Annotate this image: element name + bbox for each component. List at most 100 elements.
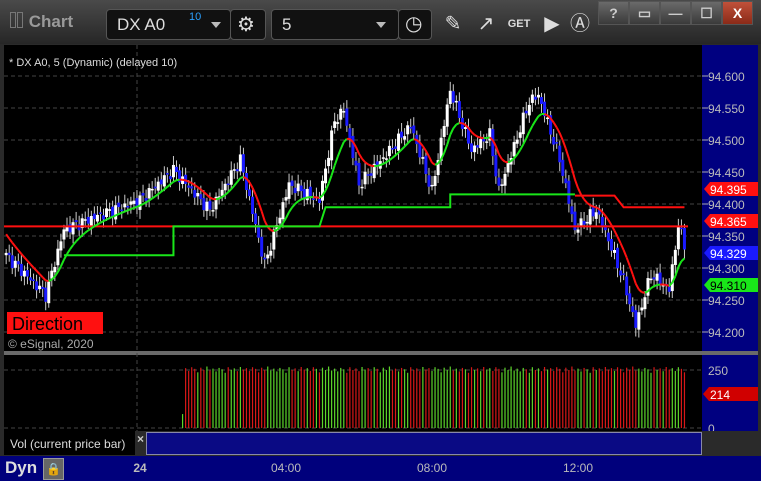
- time-tick-label: 04:00: [270, 461, 302, 475]
- time-axis[interactable]: Dyn 🔒 24 04:00 08:00 12:00: [0, 456, 761, 481]
- play-icon[interactable]: ▶: [544, 13, 560, 35]
- candle: [260, 236, 264, 257]
- volume-study-label[interactable]: Vol (current price bar): [4, 431, 135, 455]
- price-tick-label: 94.350: [708, 230, 745, 244]
- price-label-flag: [704, 182, 758, 196]
- pencil-icon[interactable]: ✎: [444, 13, 462, 35]
- trend-line-segment: [227, 188, 232, 193]
- get-icon[interactable]: GET: [505, 10, 533, 38]
- trend-line-segment: [321, 190, 327, 196]
- panel-divider[interactable]: [4, 351, 758, 355]
- candle: [117, 202, 121, 208]
- candle: [375, 161, 379, 167]
- trend-line-segment: [60, 259, 65, 267]
- candle: [269, 250, 273, 256]
- trend-line-segment: [242, 176, 247, 180]
- trend-line-segment: [324, 183, 330, 191]
- candle: [421, 157, 425, 159]
- window-title: Chart: [28, 12, 74, 31]
- candle: [56, 248, 60, 266]
- clock-icon: ◷: [405, 13, 423, 35]
- candle: [147, 188, 151, 199]
- settings-button[interactable]: ⚙: [230, 9, 266, 40]
- trend-line-segment: [218, 196, 223, 200]
- candle: [296, 183, 300, 192]
- candle: [552, 136, 556, 145]
- candle: [439, 137, 443, 161]
- alert-icon[interactable]: Ⓐ: [570, 13, 590, 35]
- candle: [29, 277, 32, 281]
- study-icon[interactable]: ↗: [477, 13, 495, 35]
- price-label: 94.329: [710, 247, 747, 261]
- restore-menu-button[interactable]: ▭: [629, 1, 660, 25]
- candle: [287, 182, 291, 199]
- candle: [406, 125, 410, 135]
- candle: [141, 192, 145, 196]
- candle: [272, 229, 276, 250]
- trend-line-segment: [619, 242, 625, 251]
- trend-line-segment: [197, 186, 202, 191]
- chevron-down-icon[interactable]: [376, 22, 386, 28]
- chevron-down-icon[interactable]: [211, 22, 221, 28]
- price-tick-label: 94.250: [708, 294, 745, 308]
- trend-line-segment: [90, 225, 95, 230]
- direction-label: Direction: [12, 314, 83, 334]
- green-step-line: [63, 193, 575, 257]
- candle: [47, 280, 51, 304]
- time-tick-label: 08:00: [416, 461, 448, 475]
- trend-line-segment: [583, 198, 588, 204]
- symbol-value: DX A0: [117, 15, 166, 34]
- candle: [311, 198, 315, 200]
- candle: [153, 186, 157, 189]
- minimize-button[interactable]: —: [660, 1, 691, 25]
- candle: [594, 212, 598, 219]
- trend-line-segment: [650, 285, 655, 290]
- trend-line-segment: [136, 204, 141, 208]
- candle: [89, 215, 93, 227]
- trend-line-segment: [93, 223, 98, 228]
- trend-line-segment: [555, 126, 561, 134]
- trend-line-segment: [513, 153, 518, 160]
- trend-line-segment: [166, 183, 172, 188]
- trend-line-segment: [388, 157, 394, 161]
- interval-input[interactable]: 5: [271, 9, 399, 40]
- candle: [400, 131, 404, 138]
- candle: [281, 202, 285, 220]
- trend-line-segment: [72, 240, 77, 246]
- help-button[interactable]: ?: [598, 1, 629, 25]
- candle: [199, 194, 203, 200]
- price-tick-label: 94.550: [708, 102, 745, 116]
- trend-line-segment: [574, 179, 579, 189]
- price-chart[interactable]: 94.60094.55094.50094.45094.40094.35094.3…: [0, 0, 761, 431]
- candle: [640, 307, 644, 311]
- candle: [168, 176, 172, 180]
- trend-line-segment: [35, 270, 41, 275]
- candle: [95, 214, 99, 222]
- trend-line-segment: [157, 190, 162, 195]
- lock-icon[interactable]: 🔒: [43, 458, 64, 480]
- candle: [512, 142, 516, 157]
- trend-line-segment: [394, 151, 400, 157]
- trend-line-segment: [379, 162, 384, 167]
- trend-line-segment: [257, 202, 263, 212]
- trend-line-segment: [11, 242, 17, 248]
- candle: [330, 130, 334, 161]
- close-button[interactable]: X: [722, 1, 753, 25]
- dynamic-mode-button[interactable]: Dyn: [5, 458, 38, 477]
- candle: [555, 142, 559, 144]
- candle: [470, 143, 474, 152]
- candle: [333, 121, 337, 128]
- trend-line-segment: [631, 274, 637, 285]
- time-button[interactable]: ◷: [398, 9, 432, 40]
- trend-line-segment: [81, 231, 86, 237]
- trend-line-segment: [318, 194, 324, 199]
- trend-line-segment: [20, 253, 26, 259]
- candle: [384, 158, 388, 160]
- maximize-button[interactable]: ☐: [691, 1, 722, 25]
- price-axis[interactable]: [702, 45, 758, 351]
- trend-line-segment: [428, 156, 433, 164]
- symbol-input[interactable]: DX A0 10: [106, 9, 231, 40]
- close-study-icon[interactable]: ×: [137, 432, 145, 446]
- trend-line-segment: [525, 131, 531, 139]
- candle: [354, 160, 358, 166]
